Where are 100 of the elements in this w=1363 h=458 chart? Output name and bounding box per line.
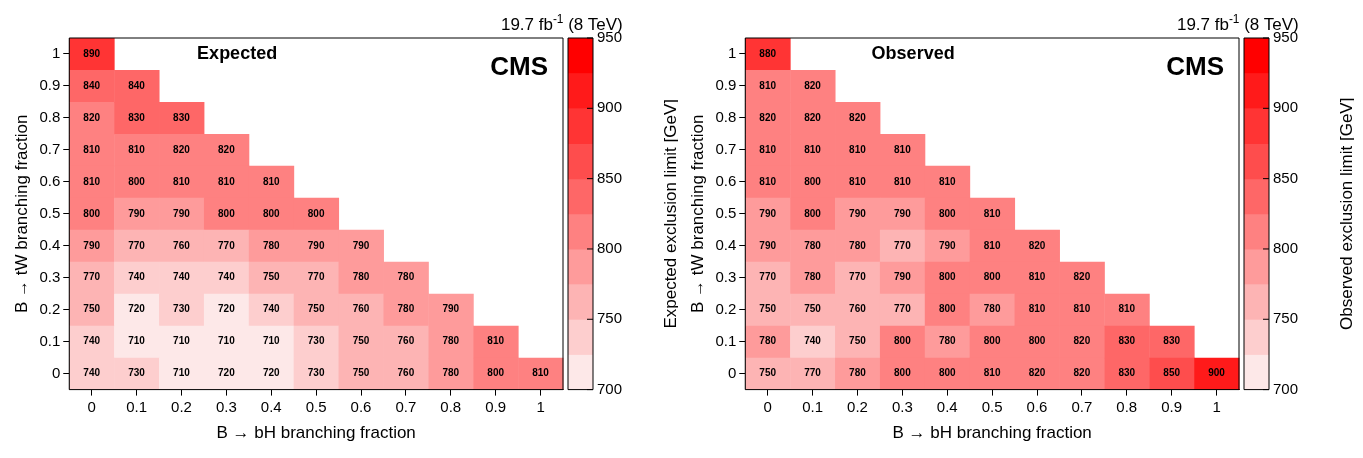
data-label: 810: [759, 175, 777, 187]
data-label: 750: [759, 303, 777, 315]
data-label: 780: [804, 239, 822, 251]
y-tick-label: 0.1: [715, 331, 737, 349]
y-tick-label: 0.6: [715, 171, 737, 189]
data-label: 770: [894, 239, 912, 251]
data-label: 740: [83, 335, 101, 347]
data-label: 730: [128, 367, 146, 379]
y-tick-label: 0.7: [715, 140, 737, 158]
x-tick-label: 0.1: [126, 397, 148, 415]
x-tick-label: 0: [763, 397, 772, 415]
y-tick-label: 0.4: [39, 235, 61, 253]
data-label: 780: [397, 271, 415, 283]
data-label: 740: [83, 367, 101, 379]
data-label: 800: [983, 335, 1001, 347]
data-label: 800: [262, 207, 281, 219]
data-label: 750: [352, 367, 370, 379]
data-label: 720: [128, 303, 146, 315]
color-bar-label: 700: [597, 379, 623, 397]
data-label: 800: [894, 367, 912, 379]
color-bar-label: 800: [597, 239, 623, 257]
data-label: 820: [173, 143, 191, 155]
x-tick-label: 0.8: [1116, 397, 1138, 415]
y-axis-title: B → tW branching fraction: [11, 114, 31, 314]
data-label: 840: [128, 79, 146, 91]
data-label: 790: [849, 207, 867, 219]
data-label: 810: [983, 367, 1001, 379]
data-label: 780: [397, 303, 415, 315]
x-tick-label: 1: [536, 397, 545, 415]
data-label: 830: [173, 111, 191, 123]
data-label: 770: [849, 271, 867, 283]
data-label: 800: [83, 207, 101, 219]
color-bar-label: 750: [1273, 309, 1299, 327]
data-label: 780: [938, 335, 957, 347]
data-label: 800: [894, 335, 912, 347]
data-label: 750: [83, 303, 101, 315]
data-label: 720: [218, 367, 236, 379]
data-label: 770: [804, 367, 822, 379]
data-label: 750: [262, 271, 281, 283]
data-label: 810: [983, 239, 1001, 251]
data-label: 810: [218, 175, 236, 187]
data-label: 790: [352, 239, 370, 251]
data-label: 780: [352, 271, 370, 283]
x-tick-label: 0: [87, 397, 96, 415]
data-label: 800: [307, 207, 325, 219]
data-label: 800: [487, 367, 505, 379]
x-tick-label: 0.6: [350, 397, 372, 415]
data-label: 820: [83, 111, 101, 123]
color-bar-label: 900: [1273, 98, 1299, 116]
data-label: 800: [804, 175, 822, 187]
data-label: 790: [938, 239, 957, 251]
y-tick-label: 0.2: [715, 299, 737, 317]
data-label: 810: [83, 143, 101, 155]
data-label: 810: [804, 143, 822, 155]
y-tick-label: 0.7: [39, 140, 61, 158]
data-label: 810: [1028, 303, 1046, 315]
x-tick-label: 0.2: [847, 397, 868, 415]
y-tick-label: 0.3: [715, 267, 737, 285]
data-label: 790: [894, 271, 912, 283]
data-label: 800: [938, 367, 957, 379]
data-label: 730: [307, 335, 325, 347]
data-label: 800: [938, 207, 957, 219]
color-bar-label: 750: [597, 309, 623, 327]
y-tick-label: 0: [51, 363, 61, 381]
data-label: 710: [218, 335, 236, 347]
y-tick-label: 0.1: [39, 331, 61, 349]
x-tick-label: 0.3: [891, 397, 913, 415]
data-label: 810: [1118, 303, 1136, 315]
x-tick-label: 0.2: [171, 397, 192, 415]
data-label: 820: [1073, 335, 1091, 347]
data-label: 820: [1028, 367, 1046, 379]
data-label: 760: [352, 303, 370, 315]
x-tick-label: 0.4: [936, 397, 958, 415]
data-label: 800: [1028, 335, 1046, 347]
x-tick-label: 0.9: [1161, 397, 1183, 415]
data-label: 800: [218, 207, 236, 219]
y-tick-label: 0.2: [39, 299, 61, 317]
data-label: 750: [849, 335, 867, 347]
data-label: 810: [262, 175, 281, 187]
data-label: 740: [804, 335, 822, 347]
y-tick-label: 1: [727, 44, 737, 62]
data-label: 740: [128, 271, 146, 283]
data-label: 890: [83, 47, 101, 59]
data-label: 770: [128, 239, 146, 251]
y-tick-label: 0: [727, 363, 737, 381]
x-tick-label: 0.7: [395, 397, 417, 415]
data-label: 880: [759, 47, 777, 59]
data-label: 810: [173, 175, 191, 187]
data-label: 820: [804, 111, 822, 123]
y-axis-title: B → tW branching fraction: [687, 114, 707, 314]
data-label: 730: [307, 367, 325, 379]
data-label: 790: [442, 303, 460, 315]
data-label: 820: [218, 143, 236, 155]
data-label: 810: [759, 143, 777, 155]
data-label: 790: [307, 239, 325, 251]
data-label: 710: [262, 335, 281, 347]
data-label: 810: [1073, 303, 1091, 315]
data-label: 770: [759, 271, 777, 283]
data-label: 810: [83, 175, 101, 187]
data-label: 810: [894, 143, 912, 155]
